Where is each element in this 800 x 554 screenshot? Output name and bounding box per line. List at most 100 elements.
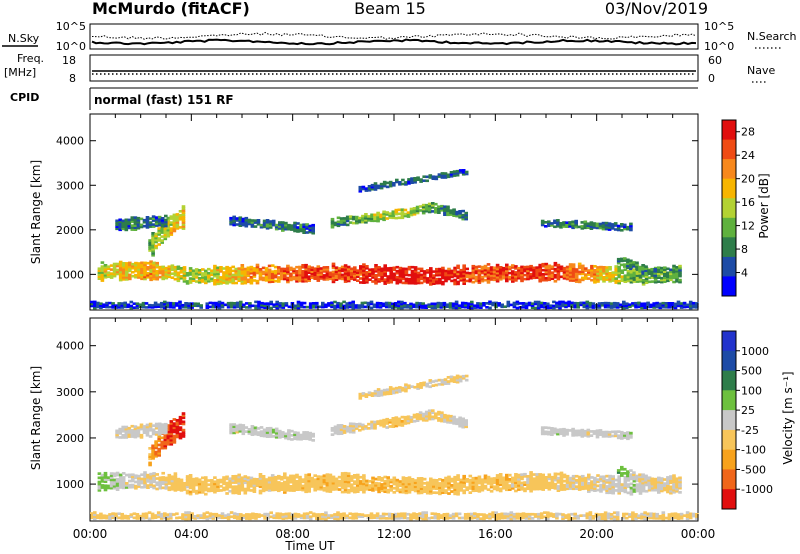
cell-b0	[295, 484, 299, 487]
cell-b0	[216, 280, 220, 284]
cell-b0	[304, 279, 308, 283]
cell-b8	[436, 303, 441, 307]
cell-b2	[115, 219, 119, 223]
cell-b8	[549, 306, 553, 309]
cell-b0	[386, 267, 390, 270]
cell-b4	[443, 209, 447, 212]
cell-b0	[316, 477, 321, 481]
cell-b0	[663, 484, 667, 488]
cell-b8	[163, 516, 167, 520]
cell-b0	[456, 276, 460, 280]
cell-b8	[439, 306, 444, 309]
cell-b0	[462, 264, 466, 267]
cell-b0	[611, 483, 615, 487]
cell-b0	[505, 275, 509, 279]
cell-b0	[219, 280, 223, 283]
cell-b0	[356, 488, 360, 491]
cell-b0	[447, 275, 451, 279]
cell-b0	[374, 278, 378, 281]
cell-b4	[333, 431, 338, 435]
cell-b3	[308, 228, 312, 232]
cell-b4	[355, 423, 359, 426]
cell-b0	[529, 473, 533, 476]
cell-b0	[140, 261, 144, 265]
cell-b0	[590, 484, 594, 488]
cell-b0	[608, 483, 612, 486]
cell-b0	[568, 275, 573, 278]
cell-b0	[556, 273, 561, 277]
cell-b8	[333, 513, 337, 516]
cell-b4	[370, 422, 374, 426]
cell-b0	[222, 476, 226, 479]
cell-b0	[453, 480, 457, 483]
cell-b0	[246, 480, 251, 484]
cell-b0	[608, 481, 612, 484]
cell-b2	[139, 427, 144, 431]
cell-b8	[351, 304, 355, 308]
cell-b0	[325, 272, 330, 275]
cell-b0	[520, 477, 524, 481]
cell-b0	[100, 269, 105, 272]
cell-b7	[449, 375, 454, 379]
cell-b0	[653, 280, 658, 284]
cell-b0	[544, 478, 549, 481]
cell-b0	[486, 269, 491, 272]
cell-b0	[614, 277, 618, 280]
cell-b0	[538, 271, 542, 275]
cell-b0	[441, 491, 445, 494]
cell-b0	[638, 485, 643, 489]
cell-b0	[164, 480, 169, 484]
cell-b0	[562, 273, 567, 276]
cell-b0	[492, 278, 497, 282]
cell-b8	[263, 304, 267, 307]
cell-b6	[647, 479, 651, 482]
cell-b0	[511, 476, 515, 480]
cell-b0	[328, 475, 333, 479]
cell-b0	[678, 278, 682, 282]
cell-b1	[163, 438, 168, 442]
cell-b0	[669, 485, 673, 489]
cell-b1	[172, 438, 177, 442]
cell-b0	[666, 275, 670, 279]
y-tick-label-2: 3000	[56, 179, 84, 192]
cell-b4	[424, 205, 429, 209]
cell-b8	[114, 304, 118, 307]
cell-b7	[443, 378, 448, 381]
cell-b0	[660, 485, 664, 489]
cell-b0	[574, 276, 579, 279]
cell-b0	[660, 266, 664, 270]
cell-b0	[252, 279, 257, 282]
cell-b0	[471, 270, 476, 274]
cell-b0	[410, 478, 415, 481]
cell-b8	[96, 303, 100, 307]
cell-b0	[553, 269, 558, 273]
cell-b0	[438, 486, 442, 489]
cell-b8	[111, 512, 115, 515]
cell-b4	[427, 202, 432, 206]
cell-b4	[391, 425, 396, 428]
cell-b0	[316, 271, 321, 274]
cell-b8	[147, 511, 152, 514]
cell-b0	[188, 484, 193, 488]
cell-b8	[263, 517, 267, 520]
cell-b0	[121, 478, 126, 481]
cell-b0	[115, 268, 120, 272]
cell-b5	[562, 225, 566, 228]
cell-b8	[324, 517, 328, 521]
cell-b0	[669, 268, 673, 272]
cell-b1	[178, 422, 183, 425]
cell-b0	[520, 487, 524, 491]
cell-b0	[298, 488, 302, 491]
cell-b0	[623, 478, 628, 481]
cell-b4	[461, 423, 465, 427]
cell-b0	[498, 274, 503, 277]
cell-b0	[456, 482, 460, 486]
cell-b8	[178, 306, 182, 310]
cell-b8	[117, 304, 121, 307]
cell-b8	[93, 304, 97, 308]
cell-b0	[605, 487, 609, 490]
cell-b5	[540, 219, 545, 223]
cell-b8	[144, 514, 149, 518]
cell-b4	[376, 219, 380, 223]
cell-b0	[149, 477, 153, 480]
